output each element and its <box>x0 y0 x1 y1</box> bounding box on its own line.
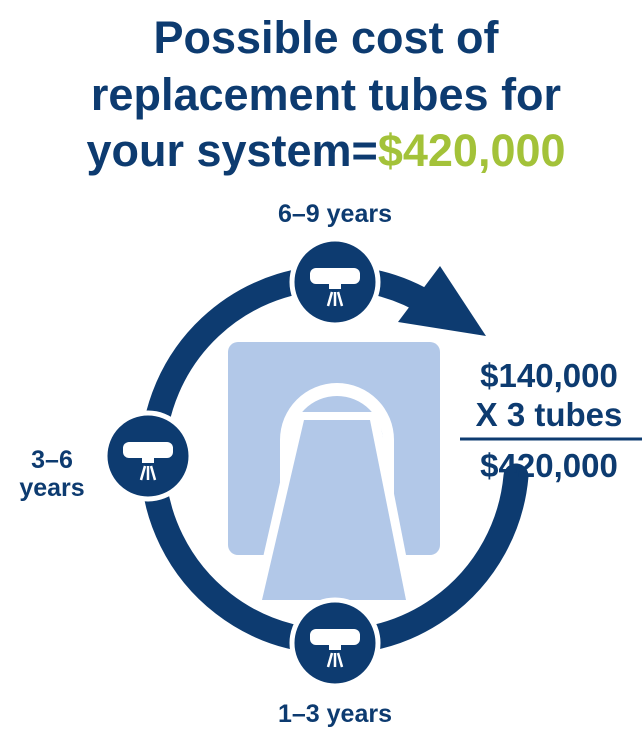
unit-cost: $140,000 <box>480 357 618 394</box>
title-line: replacement tubes for <box>91 69 561 120</box>
title-total: $420,000 <box>378 125 566 176</box>
tube-node <box>105 413 191 499</box>
stage-label: 3–6 <box>31 446 73 474</box>
title-line: your system=$420,000 <box>86 125 565 176</box>
tube-node <box>292 600 378 686</box>
stage-label: 6–9 years <box>278 200 392 228</box>
infographic: Possible cost of replacement tubes for y… <box>0 0 642 729</box>
tube-node <box>292 239 378 325</box>
title-line: Possible cost of <box>153 12 499 63</box>
title-line: your system= <box>86 125 377 176</box>
stage-label: 1–3 years <box>278 700 392 728</box>
stage-label: years <box>19 474 84 502</box>
multiplier: X 3 tubes <box>476 396 623 433</box>
result: $420,000 <box>480 447 618 484</box>
page: Possible cost of replacement tubes for y… <box>0 0 642 729</box>
